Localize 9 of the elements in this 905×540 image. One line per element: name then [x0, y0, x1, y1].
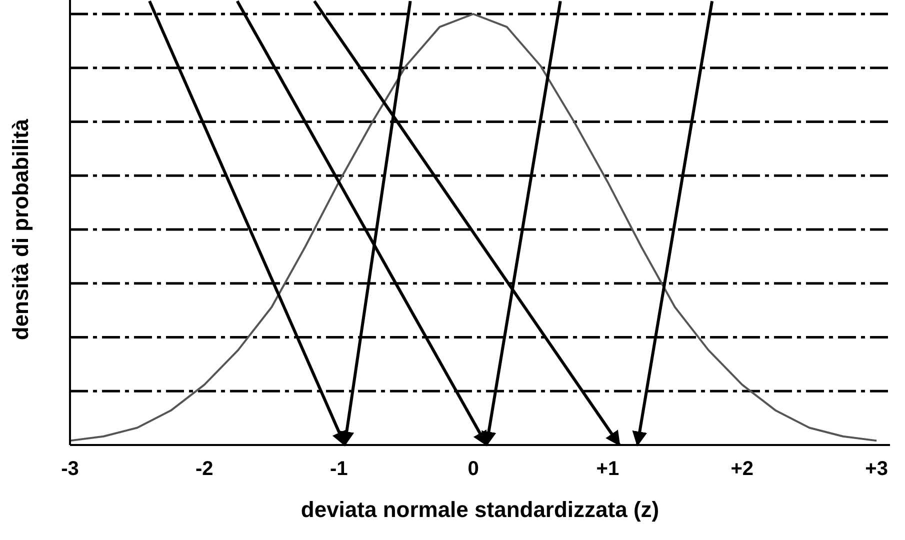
x-tick-label: -2 [196, 458, 214, 480]
x-tick-label: +1 [596, 458, 620, 480]
x-tick-label: -3 [61, 458, 79, 480]
x-tick-label: -1 [330, 458, 348, 480]
y-axis-title: densità di probabilità [8, 118, 33, 340]
x-tick-label: +2 [730, 458, 754, 480]
x-tick-label: 0 [468, 458, 479, 480]
x-axis-title: deviata normale standardizzata (z) [300, 497, 660, 522]
x-tick-label: +3 [865, 458, 888, 480]
